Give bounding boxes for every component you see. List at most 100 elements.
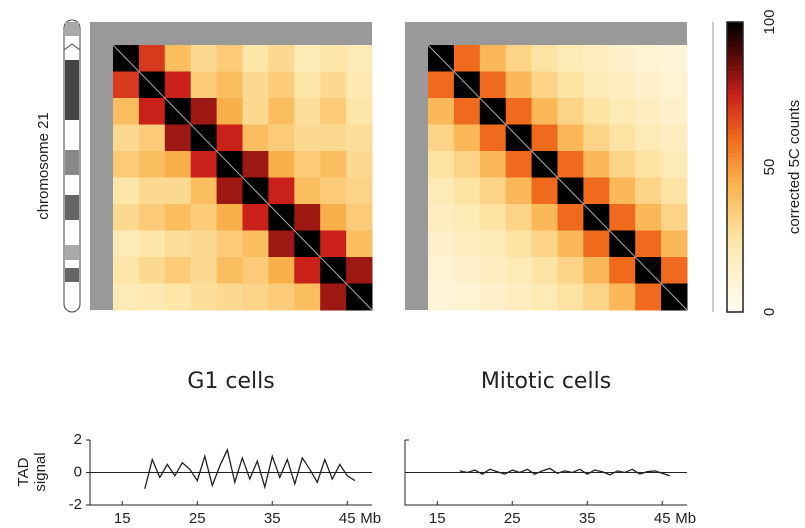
heatmap-cell xyxy=(428,71,455,99)
ideogram xyxy=(63,19,81,313)
heatmap-cell xyxy=(428,124,455,152)
heatmap-cell xyxy=(479,45,507,72)
heatmap-cell xyxy=(242,257,269,284)
heatmap-cell xyxy=(268,257,295,284)
heatmap-cell xyxy=(505,283,533,311)
heatmap-cell xyxy=(190,257,218,284)
heatmap-cell xyxy=(138,230,166,258)
colorbar-step xyxy=(727,89,743,95)
heatmap-cell xyxy=(164,71,192,99)
heatmap-cell xyxy=(346,124,373,152)
colorbar-step xyxy=(727,239,743,245)
heatmap-cell xyxy=(531,71,558,99)
heatmap-cell xyxy=(216,98,243,125)
heatmap-cell xyxy=(428,204,455,231)
heatmap-cell xyxy=(531,204,558,231)
heatmap-cell xyxy=(479,124,507,152)
missing-band xyxy=(90,22,113,310)
heatmap-cell xyxy=(242,283,269,311)
chart-title: Mitotic cells xyxy=(481,369,611,394)
diagonal xyxy=(427,44,688,311)
heatmap-cell xyxy=(609,177,636,205)
heatmap-cell xyxy=(428,283,455,311)
line-series xyxy=(144,447,356,490)
heatmap-cell xyxy=(164,283,192,311)
x-tick-label: 25 xyxy=(504,510,521,527)
x-tick-label: 35 xyxy=(579,510,596,527)
heatmap-cell xyxy=(635,151,662,178)
colorbar-step xyxy=(727,41,743,47)
heatmap-cell xyxy=(453,283,481,311)
heatmap-cell xyxy=(453,151,481,178)
colorbar-step xyxy=(727,292,743,298)
missing-band xyxy=(405,22,428,310)
heatmap-cell xyxy=(583,98,610,125)
heatmap-cell xyxy=(505,230,533,258)
x-tick-label: 15 xyxy=(114,510,131,527)
colorbar-step xyxy=(727,104,743,110)
colorbar-step xyxy=(727,118,743,124)
chart-title: G1 cells xyxy=(187,369,274,394)
heatmap-cell xyxy=(216,124,243,152)
heatmap-cell xyxy=(583,71,610,99)
colorbar-step xyxy=(727,254,743,260)
colorbar-step xyxy=(727,287,743,294)
heatmap-cell xyxy=(479,230,507,258)
heatmap-cell xyxy=(479,257,507,284)
heatmap-cell xyxy=(138,177,166,205)
heatmap-cell xyxy=(113,98,140,125)
colorbar-step xyxy=(727,234,743,240)
heatmap-cell xyxy=(190,204,218,231)
heatmap-cell xyxy=(268,98,295,125)
heatmap-cell xyxy=(505,151,533,178)
heatmap-cell xyxy=(164,230,192,258)
colorbar-step xyxy=(727,133,743,139)
heatmap-cell xyxy=(164,257,192,284)
colorbar-step xyxy=(727,167,743,173)
heatmap-cell xyxy=(216,204,243,231)
heatmap-cell xyxy=(531,98,558,125)
heatmap-cell xyxy=(557,230,584,258)
heatmap-cell xyxy=(320,98,347,125)
colorbar-step xyxy=(727,75,743,81)
colorbar-step xyxy=(727,200,743,207)
heatmap-cell xyxy=(453,45,481,72)
heatmap-cell xyxy=(294,71,321,99)
colorbar-step xyxy=(727,138,743,144)
colorbar-step xyxy=(727,268,743,274)
heatmap-cell xyxy=(113,257,140,284)
colorbar-step xyxy=(727,283,743,289)
colorbar-step xyxy=(727,229,743,236)
heatmap-cell xyxy=(294,45,321,72)
heatmap-cell xyxy=(453,177,481,205)
colorbar-step xyxy=(727,31,743,37)
heatmap-cell xyxy=(479,283,507,311)
colorbar-step xyxy=(727,123,743,129)
heatmap-cell xyxy=(113,283,140,311)
x-tick-label: 15 xyxy=(429,510,446,527)
heatmap-cell xyxy=(113,151,140,178)
y-tick-label: -2 xyxy=(69,496,82,513)
heatmap-cell xyxy=(216,230,243,258)
colorbar-tick-label: 50 xyxy=(761,159,778,176)
heatmap-cell xyxy=(190,98,218,125)
y-axis-label: chromosome 21 xyxy=(35,112,52,220)
colorbar-step xyxy=(727,258,743,265)
heatmap-cell xyxy=(242,230,269,258)
heatmap-cell xyxy=(190,71,218,99)
heatmap-cell xyxy=(453,98,481,125)
colorbar-step xyxy=(727,263,743,269)
heatmap-cell xyxy=(609,45,636,72)
heatmap-cell xyxy=(294,204,321,231)
colorbar-step xyxy=(727,70,743,76)
colorbar-step xyxy=(727,181,743,187)
heatmap-cell xyxy=(609,98,636,125)
heatmap-cell xyxy=(190,151,218,178)
heatmap-cell xyxy=(113,204,140,231)
heatmap-cell xyxy=(138,124,166,152)
colorbar-label: corrected 5C counts xyxy=(786,100,803,234)
colorbar-step xyxy=(727,142,743,149)
heatmap-cell xyxy=(661,177,688,205)
line-series xyxy=(459,467,671,477)
